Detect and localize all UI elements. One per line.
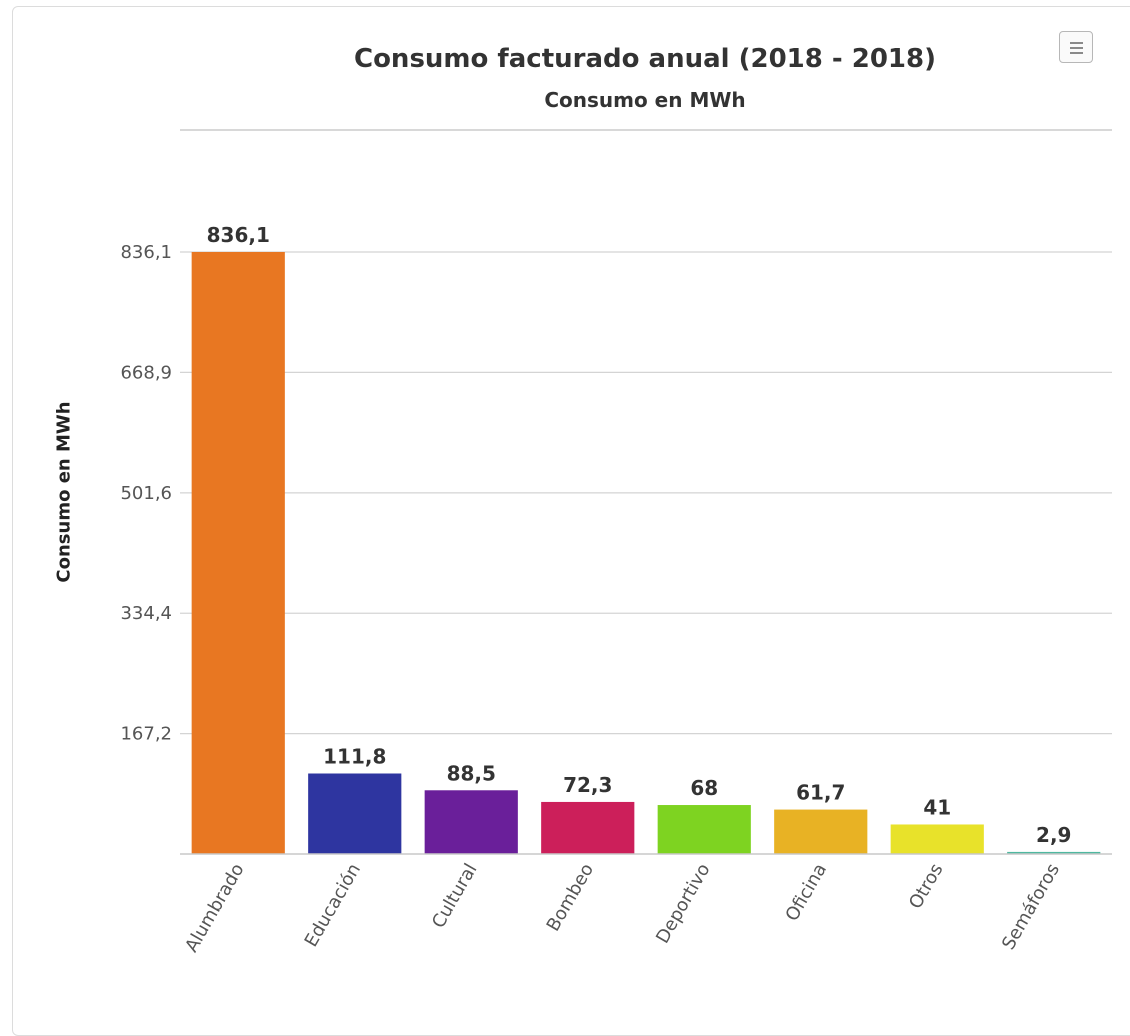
chart-menu-button[interactable]	[1059, 31, 1093, 63]
bars	[191, 252, 1101, 854]
bar-7	[1007, 851, 1101, 854]
x-tick-label: Alumbrado	[181, 860, 248, 956]
x-tick-label: Educación	[301, 860, 365, 951]
y-tick-label: 167,2	[120, 724, 172, 745]
x-tick-label: Deportivo	[652, 860, 714, 947]
bar-4	[657, 805, 751, 854]
chart-title: Consumo facturado anual (2018 - 2018)	[353, 44, 936, 74]
data-label: 72,3	[563, 773, 612, 797]
bar-2	[424, 790, 518, 854]
gridlines	[180, 251, 1112, 735]
x-tick-label: Oficina	[781, 860, 831, 925]
hamburger-menu-icon	[1070, 42, 1083, 44]
data-label: 836,1	[207, 223, 270, 247]
data-label: 68	[690, 776, 718, 800]
x-axis-ticks: Alumbrado Educación Cultural Bombeo Deportiv…	[181, 860, 1064, 956]
bar-3	[541, 801, 635, 854]
y-axis-ticks: 167,2 334,4 501,6 668,9 836,1	[120, 242, 172, 745]
x-tick-label: Bombeo	[543, 860, 598, 935]
x-tick-label: Semáforos	[998, 860, 1064, 953]
y-tick-label: 334,4	[120, 603, 172, 624]
data-label: 41	[923, 795, 951, 819]
bar-6	[890, 824, 984, 854]
bar-1	[308, 773, 402, 854]
x-tick-label: Otros	[905, 860, 947, 913]
chart-subtitle: Consumo en MWh	[544, 88, 746, 112]
data-label: 61,7	[796, 781, 845, 805]
data-label: 88,5	[447, 761, 496, 785]
y-tick-label: 836,1	[120, 242, 172, 263]
data-labels: 836,1 111,8 88,5 72,3 68 61,7 41 2,9	[207, 223, 1072, 847]
y-tick-label: 668,9	[120, 362, 172, 383]
y-tick-label: 501,6	[120, 483, 172, 504]
x-tick-label: Cultural	[428, 860, 482, 932]
bar-5	[774, 809, 868, 854]
data-label: 111,8	[323, 745, 386, 769]
bar-0	[191, 252, 285, 854]
data-label: 2,9	[1036, 823, 1071, 847]
